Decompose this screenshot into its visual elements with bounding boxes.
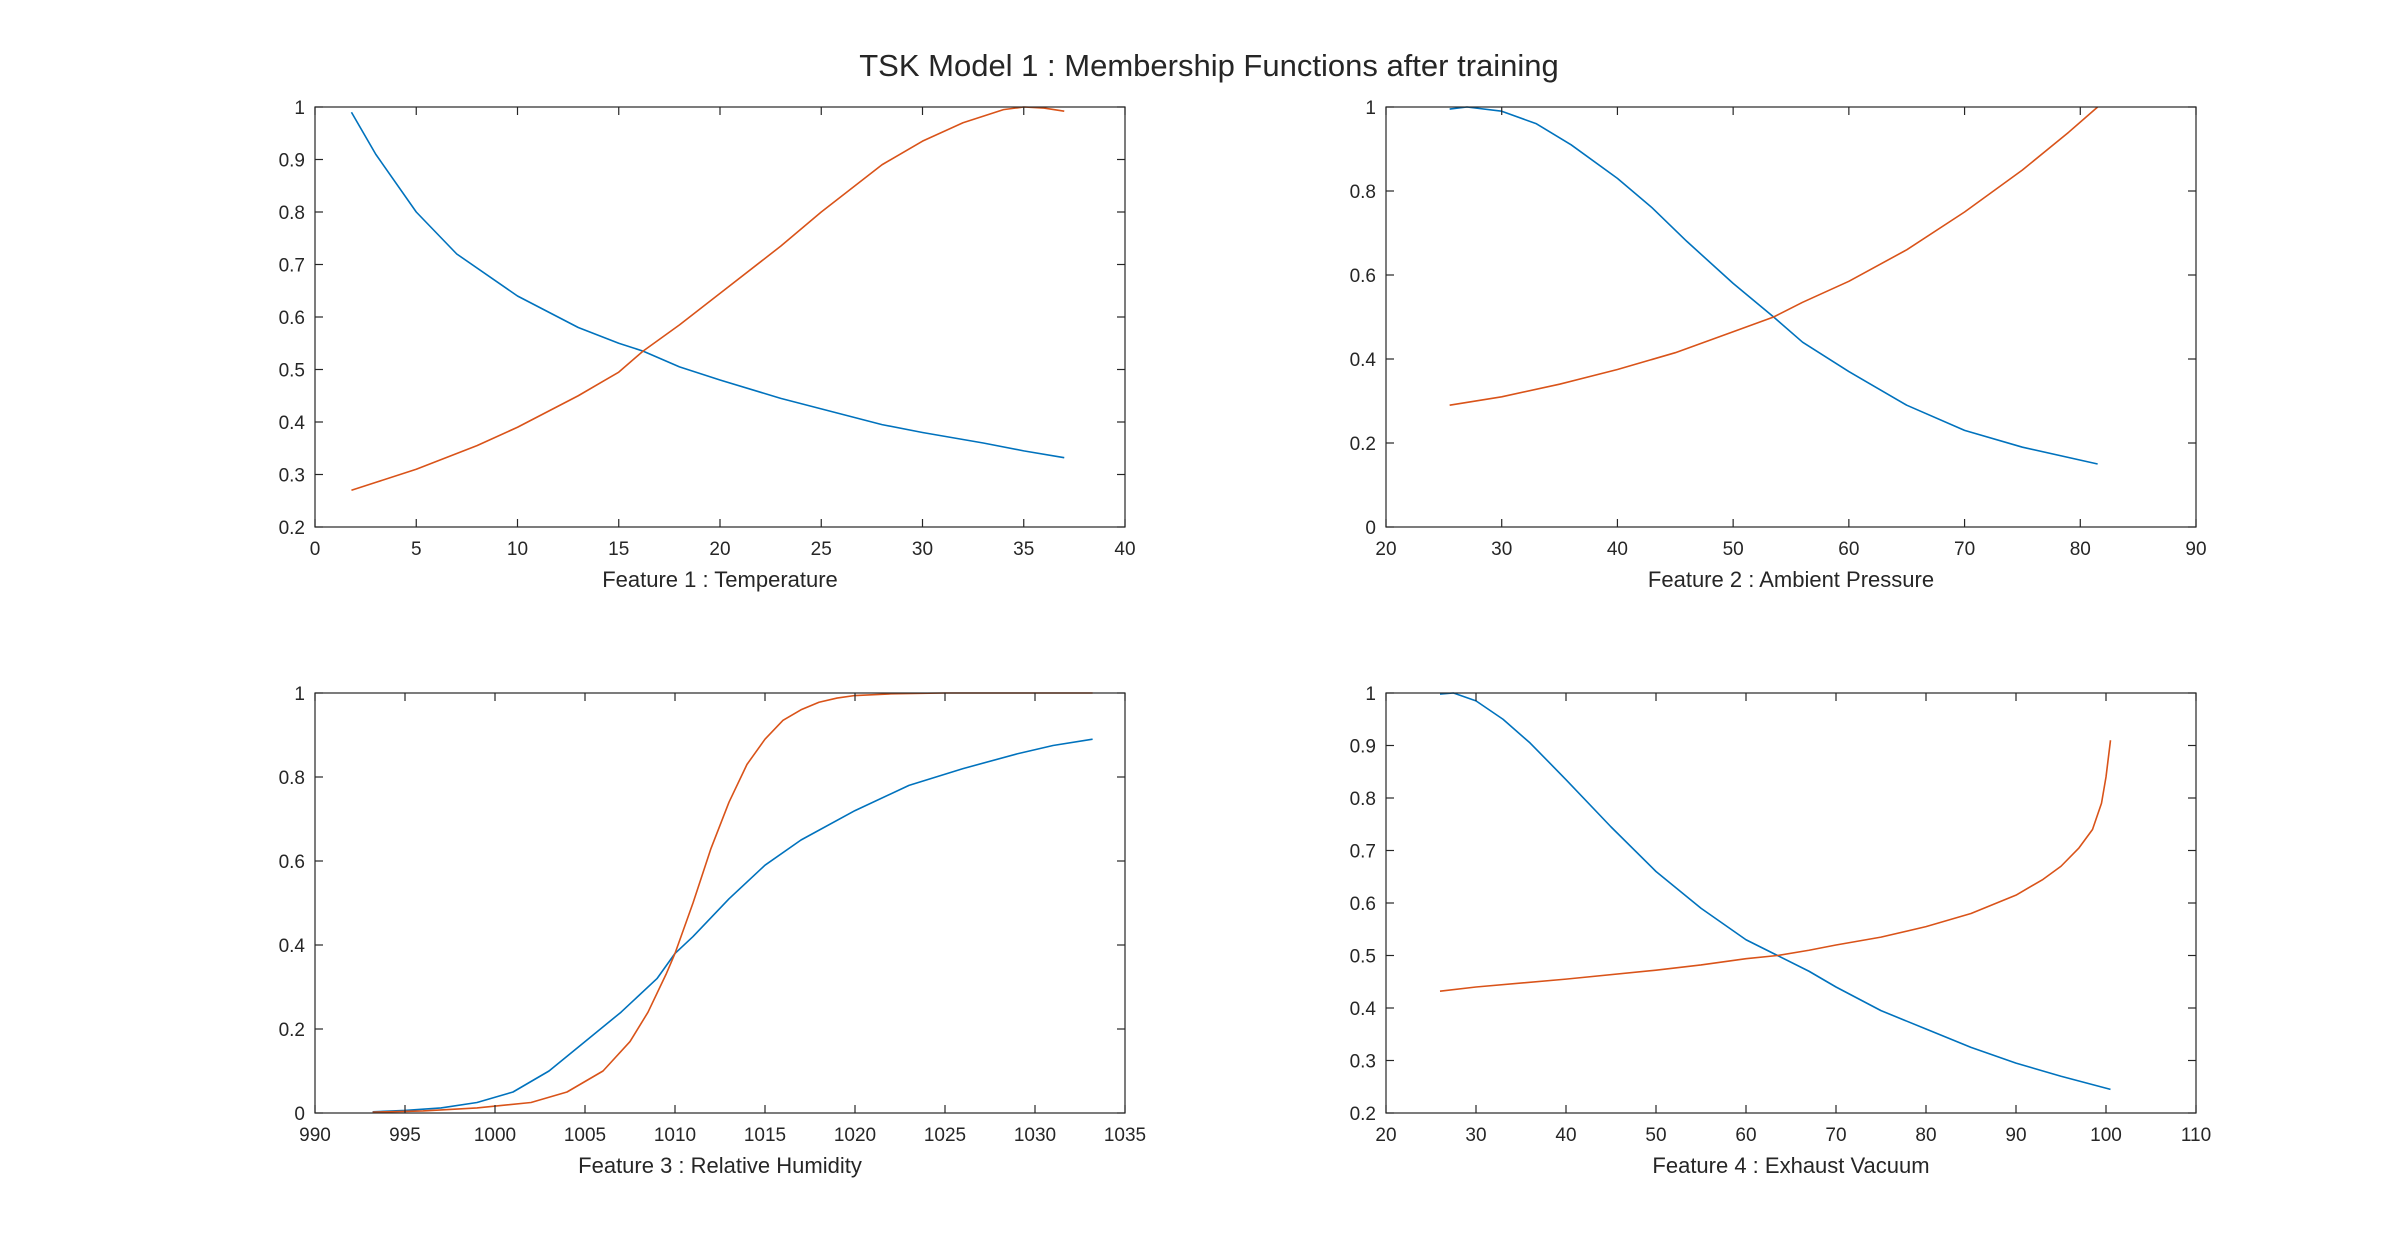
subplot-2-xtick-label: 70 xyxy=(1954,539,1975,560)
subplot-2-xtick-label: 80 xyxy=(2070,539,2091,560)
subplot-1-ytick-label: 0.7 xyxy=(279,256,305,277)
subplot-2-ytick-label: 0 xyxy=(1365,518,1376,539)
subplot-1-ytick-label: 0.2 xyxy=(279,518,305,539)
subplot-4-xtick-label: 40 xyxy=(1555,1125,1576,1146)
subplot-1-ytick-label: 0.8 xyxy=(279,203,305,224)
subplot-3-axes-box xyxy=(314,692,1126,1114)
subplot-4-xtick-label: 60 xyxy=(1735,1125,1756,1146)
subplot-3-xtick-label: 1020 xyxy=(834,1125,876,1146)
subplot-2-axes-box xyxy=(1385,106,2197,528)
subplot-3-xtick-label: 1005 xyxy=(564,1125,606,1146)
subplot-4-xtick-label: 50 xyxy=(1645,1125,1666,1146)
subplot-1-ytick-label: 0.9 xyxy=(279,151,305,172)
subplot-1-xtick-label: 5 xyxy=(411,539,422,560)
subplot-4-ytick-label: 0.6 xyxy=(1350,894,1376,915)
subplot-2-xtick-label: 60 xyxy=(1838,539,1859,560)
subplot-2-ytick-label: 0.8 xyxy=(1350,182,1376,203)
subplot-2-xtick-label: 90 xyxy=(2185,539,2206,560)
subplot-3-xtick-label: 1000 xyxy=(474,1125,516,1146)
subplot-1-xlabel: Feature 1 : Temperature xyxy=(602,567,838,592)
subplot-2-series-1-line xyxy=(1449,106,2098,465)
subplot-4: 20 30 40 50 60 70 80 90 100 110 0.2 0.3 0.4 0.5 0.6 0.7… xyxy=(1350,684,2212,1178)
subplot-1-xtick-label: 40 xyxy=(1114,539,1135,560)
subplot-1-ytick-label: 0.4 xyxy=(279,413,306,434)
subplot-3-series-2-line xyxy=(372,692,1093,1113)
subplot-4-xtick-label: 30 xyxy=(1465,1125,1486,1146)
subplot-3: 990 995 1000 1005 1010 1015 1020 1025 1030 1035 0 0… xyxy=(279,684,1147,1178)
subplot-1: 0 5 10 15 20 25 30 35 40 0.2 0.3 0.4 0.5 0.6 0.7 0.8 0.9… xyxy=(279,98,1136,592)
subplot-2-ytick-label: 0.6 xyxy=(1350,266,1376,287)
subplot-2-xtick-label: 20 xyxy=(1375,539,1396,560)
subplot-4-ytick-label: 0.7 xyxy=(1350,842,1376,863)
subplot-1-xtick-label: 20 xyxy=(709,539,730,560)
subplot-4-series-1-line xyxy=(1439,692,2111,1091)
subplot-2-series-2-line xyxy=(1449,106,2099,406)
subplot-3-xtick-label: 995 xyxy=(389,1125,421,1146)
subplot-1-xtick-label: 25 xyxy=(811,539,832,560)
subplot-3-xtick-label: 1035 xyxy=(1104,1125,1146,1146)
subplot-2-xtick-label: 50 xyxy=(1723,539,1744,560)
subplot-4-xtick-label: 80 xyxy=(1915,1125,1936,1146)
subplot-3-xtick-label: 990 xyxy=(299,1125,331,1146)
subplot-3-series-1-line xyxy=(372,738,1093,1113)
subplot-3-ytick-label: 0.4 xyxy=(279,936,306,957)
subplot-4-ytick-label: 0.9 xyxy=(1350,737,1376,758)
subplot-1-series-1-line xyxy=(350,111,1065,459)
subplots: 0 5 10 15 20 25 30 35 400.20.30.40.50.60.70.80.9… xyxy=(279,98,2212,1178)
subplot-1-ytick-label: 1 xyxy=(294,98,305,119)
subplot-1-series-2-line xyxy=(351,106,1065,492)
subplot-3-ytick-label: 0 xyxy=(294,1104,305,1125)
subplot-4-xlabel: Feature 4 : Exhaust Vacuum xyxy=(1652,1153,1929,1178)
subplot-3-xtick-label: 1010 xyxy=(654,1125,696,1146)
subplot-1-ytick-label: 0.6 xyxy=(279,308,305,329)
subplot-3-xtick-label: 1015 xyxy=(744,1125,786,1146)
subplot-3-ytick-label: 0.8 xyxy=(279,768,305,789)
subplot-1-xtick-label: 35 xyxy=(1013,539,1034,560)
subplot-1-xtick-label: 15 xyxy=(608,539,629,560)
subplot-2: 20 30 40 50 60 70 80 90 0 0.2 0.4 0.6 0.8 1 Feature 2 … xyxy=(1350,98,2207,592)
subplot-4-ytick-label: 0.5 xyxy=(1350,947,1376,968)
subplot-2-xlabel: Feature 2 : Ambient Pressure xyxy=(1648,567,1934,592)
subplot-2-ytick-label: 0.4 xyxy=(1350,350,1377,371)
subplot-1-xtick-label: 0 xyxy=(310,539,321,560)
subplot-2-ytick-label: 1 xyxy=(1365,98,1376,119)
subplot-2-ytick-label: 0.2 xyxy=(1350,434,1376,455)
subplot-4-xtick-label: 100 xyxy=(2090,1125,2122,1146)
figure-title: TSK Model 1 : Membership Functions after… xyxy=(859,48,1559,83)
subplot-2-xtick-label: 30 xyxy=(1491,539,1512,560)
subplot-4-ytick-label: 0.8 xyxy=(1350,789,1376,810)
subplot-4-xtick-label: 90 xyxy=(2005,1125,2026,1146)
subplot-4-ytick-label: 1 xyxy=(1365,684,1376,705)
subplot-3-ytick-label: 0.6 xyxy=(279,852,305,873)
subplot-3-ytick-label: 0.2 xyxy=(279,1020,305,1041)
subplot-3-xlabel: Feature 3 : Relative Humidity xyxy=(578,1153,862,1178)
subplot-1-xtick-label: 30 xyxy=(912,539,933,560)
subplot-3-xtick-label: 1030 xyxy=(1014,1125,1056,1146)
subplot-4-series-2-line xyxy=(1439,740,2112,992)
subplot-4-ytick-label: 0.3 xyxy=(1350,1052,1376,1073)
subplot-4-xtick-label: 70 xyxy=(1825,1125,1846,1146)
subplot-3-ytick-label: 1 xyxy=(294,684,305,705)
subplot-4-xtick-label: 110 xyxy=(2181,1125,2211,1146)
subplot-1-ytick-label: 0.5 xyxy=(279,361,305,382)
subplot-4-ytick-label: 0.4 xyxy=(1350,999,1377,1020)
subplot-2-xtick-label: 40 xyxy=(1607,539,1628,560)
subplot-1-xtick-label: 10 xyxy=(507,539,528,560)
subplot-4-ytick-label: 0.2 xyxy=(1350,1104,1376,1125)
subplot-4-xtick-label: 20 xyxy=(1375,1125,1396,1146)
subplot-3-xtick-label: 1025 xyxy=(924,1125,966,1146)
subplot-1-ytick-label: 0.3 xyxy=(279,466,305,487)
